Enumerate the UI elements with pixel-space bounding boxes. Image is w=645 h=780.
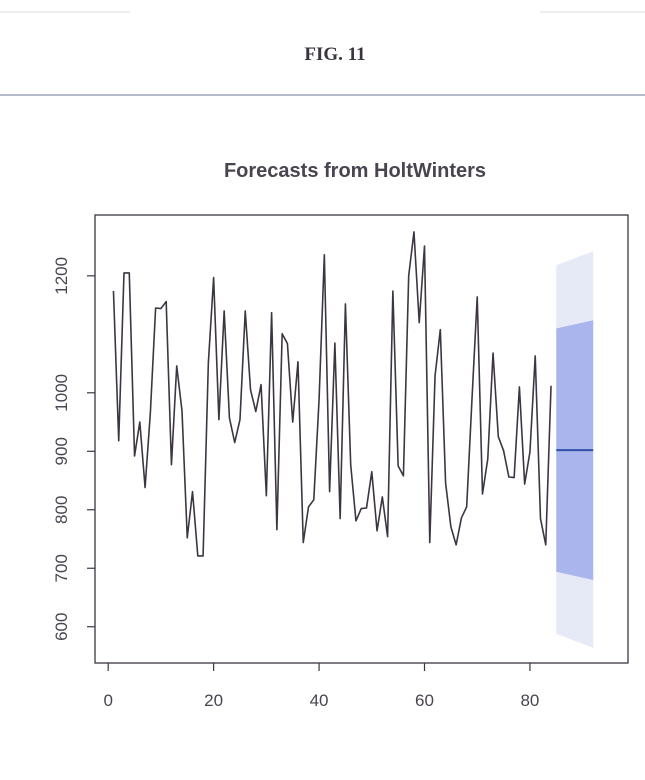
chart-title: Forecasts from HoltWinters — [224, 160, 486, 182]
x-tick-label: 20 — [204, 691, 223, 710]
y-tick-label: 700 — [52, 554, 71, 582]
x-tick-label: 0 — [103, 691, 112, 710]
y-tick-label: 800 — [52, 496, 71, 524]
y-tick-label: 1000 — [52, 374, 71, 412]
y-tick-label: 1200 — [52, 257, 71, 295]
plot: 0 20 40 60 80 600 700 800 900 1000 1200 — [52, 214, 629, 710]
x-tick-label: 40 — [310, 691, 329, 710]
data-line — [112, 231, 552, 557]
plot-frame — [94, 214, 629, 664]
y-tick-label: 900 — [52, 437, 71, 465]
x-tick-label: 60 — [415, 691, 434, 710]
figure-label: FIG. 11 — [304, 44, 365, 65]
x-tick-label: 80 — [520, 691, 539, 710]
y-tick-label: 600 — [52, 613, 71, 641]
